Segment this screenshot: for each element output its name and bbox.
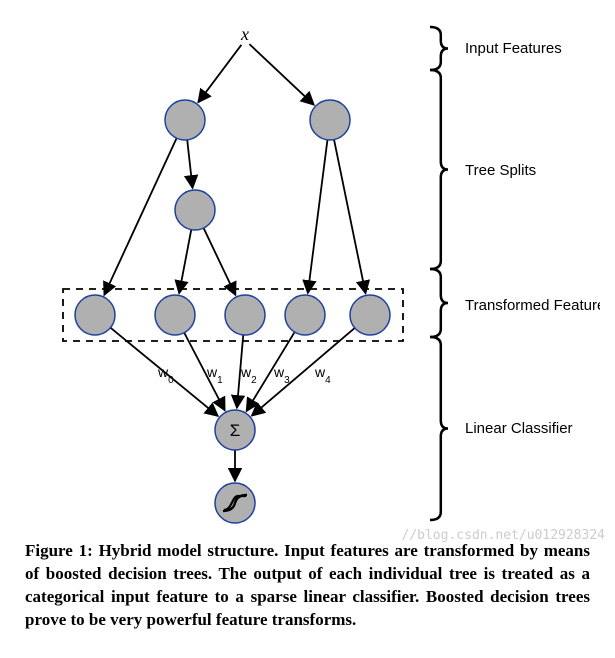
tree-edge — [204, 228, 236, 295]
weight-edge — [184, 333, 225, 411]
tree-edge — [187, 140, 192, 188]
tree-edge — [198, 45, 241, 103]
section-brace — [430, 337, 448, 520]
weight-label: w1 — [206, 364, 223, 386]
input-label: x — [240, 24, 249, 44]
section-brace — [430, 269, 448, 337]
leaf-node — [350, 295, 390, 335]
weight-label: w2 — [240, 364, 257, 386]
watermark-text: //blog.csdn.net/u012928324 — [402, 528, 606, 543]
leaf-node — [225, 295, 265, 335]
tree-edge — [334, 140, 366, 294]
diagram-container: w0 w1 w2 w3 w4 Σx Input Features Tree Splits Tra… — [15, 15, 600, 525]
tree-edge — [179, 230, 191, 294]
leaf-node — [155, 295, 195, 335]
section-label: Input Features — [465, 40, 562, 57]
weight-edge — [252, 328, 355, 416]
sigma-label: Σ — [230, 421, 241, 440]
tree-edge — [104, 138, 176, 295]
caption-text: Hybrid model structure. Input features a… — [25, 541, 590, 629]
weight-label: w3 — [273, 364, 290, 386]
section-label: Transformed Features — [465, 297, 600, 314]
section-label: Tree Splits — [465, 162, 536, 179]
tree-edge — [308, 140, 328, 293]
section-brace — [430, 70, 448, 269]
figure-caption: Figure 1: Hybrid model structure. Input … — [15, 540, 600, 632]
tree-node — [310, 100, 350, 140]
hybrid-model-diagram: w0 w1 w2 w3 w4 Σx Input Features Tree Splits Tra… — [15, 15, 600, 525]
section-label: Linear Classifier — [465, 420, 573, 437]
tree-node — [165, 100, 205, 140]
leaf-node — [285, 295, 325, 335]
caption-prefix: Figure 1: — [25, 541, 99, 560]
weight-label: w0 — [157, 364, 174, 386]
tree-node — [175, 190, 215, 230]
tree-edge — [249, 44, 314, 105]
weight-label: w4 — [314, 364, 331, 386]
section-brace — [430, 27, 448, 70]
leaf-node — [75, 295, 115, 335]
